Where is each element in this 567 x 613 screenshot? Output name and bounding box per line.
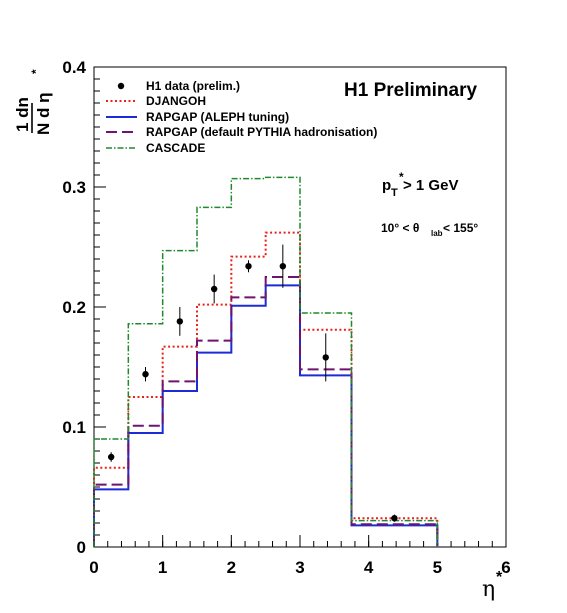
- series-layer: [93, 176, 439, 547]
- legend-entry-data: H1 data (prelim.): [117, 79, 240, 93]
- data-point: [142, 371, 149, 378]
- pt-sub: T: [391, 187, 398, 199]
- data-point: [322, 354, 329, 361]
- x-tick-label: 6: [501, 558, 510, 577]
- y-label-numerator: 1 dn: [13, 97, 32, 132]
- y-tick-label: 0: [77, 538, 86, 557]
- legend-label-rapgap-aleph: RAPGAP (ALEPH tuning): [146, 110, 289, 124]
- theta-pre: 10° < θ: [381, 221, 419, 235]
- data-point: [279, 263, 287, 270]
- x-tick-label: 2: [227, 558, 236, 577]
- pt-rest: > 1 GeV: [403, 177, 458, 194]
- legend-marker-data: [117, 82, 125, 90]
- y-tick-label: 0.3: [62, 178, 86, 197]
- legend-entry-djangoh: DJANGOH: [106, 94, 206, 108]
- data-point: [210, 285, 218, 293]
- x-tick-label: 4: [364, 558, 374, 577]
- chart-title: H1 Preliminary: [344, 80, 477, 101]
- x-label-text: η: [482, 577, 495, 602]
- data-point: [245, 263, 252, 270]
- data-point: [391, 515, 398, 522]
- theta-sub: lab: [431, 229, 443, 238]
- series-rapgap-aleph-tuning: [93, 284, 439, 547]
- x-tick-label: 1: [158, 558, 167, 577]
- y-tick-label: 0.4: [62, 58, 86, 77]
- y-axis-label: 1 dn N d η *: [13, 69, 53, 135]
- y-axis: 0 0.1 0.2 0.3 0.4: [62, 58, 106, 557]
- y-tick-label: 0.2: [62, 298, 86, 317]
- pt-main: p: [382, 177, 391, 194]
- pt-sup: *: [399, 170, 404, 184]
- theta-post: < 155°: [443, 221, 478, 235]
- x-tick-label: 0: [89, 558, 98, 577]
- x-label-sup: *: [496, 569, 503, 586]
- x-axis-label: η *: [482, 569, 503, 602]
- y-label-denominator: N d η: [34, 93, 53, 136]
- y-label-denominator-sup: *: [29, 69, 43, 74]
- legend-entry-rapgap-aleph: RAPGAP (ALEPH tuning): [106, 110, 289, 124]
- theta-cut-annotation: 10° < θ lab < 155°: [381, 221, 478, 238]
- legend-label-djangoh: DJANGOH: [146, 94, 206, 108]
- data-points: [107, 244, 398, 522]
- x-axis: 0 1 2 3 4 5 6: [89, 535, 511, 577]
- y-tick-label: 0.1: [62, 418, 86, 437]
- x-tick-label: 5: [433, 558, 442, 577]
- legend: H1 data (prelim.) DJANGOH RAPGAP (ALEPH …: [106, 79, 377, 155]
- legend-entry-rapgap-default: RAPGAP (default PYTHIA hadronisation): [106, 125, 377, 139]
- series-rapgap-default-pythia-hadronisation: [93, 276, 439, 547]
- data-point: [176, 318, 184, 325]
- legend-label-data: H1 data (prelim.): [146, 79, 240, 93]
- legend-label-rapgap-default: RAPGAP (default PYTHIA hadronisation): [146, 125, 377, 139]
- data-point: [107, 453, 115, 461]
- series-cascade: [93, 176, 439, 547]
- legend-entry-cascade: CASCADE: [106, 141, 205, 155]
- pt-cut-annotation: p T * > 1 GeV: [382, 170, 458, 199]
- legend-label-cascade: CASCADE: [146, 141, 205, 155]
- x-tick-label: 3: [295, 558, 304, 577]
